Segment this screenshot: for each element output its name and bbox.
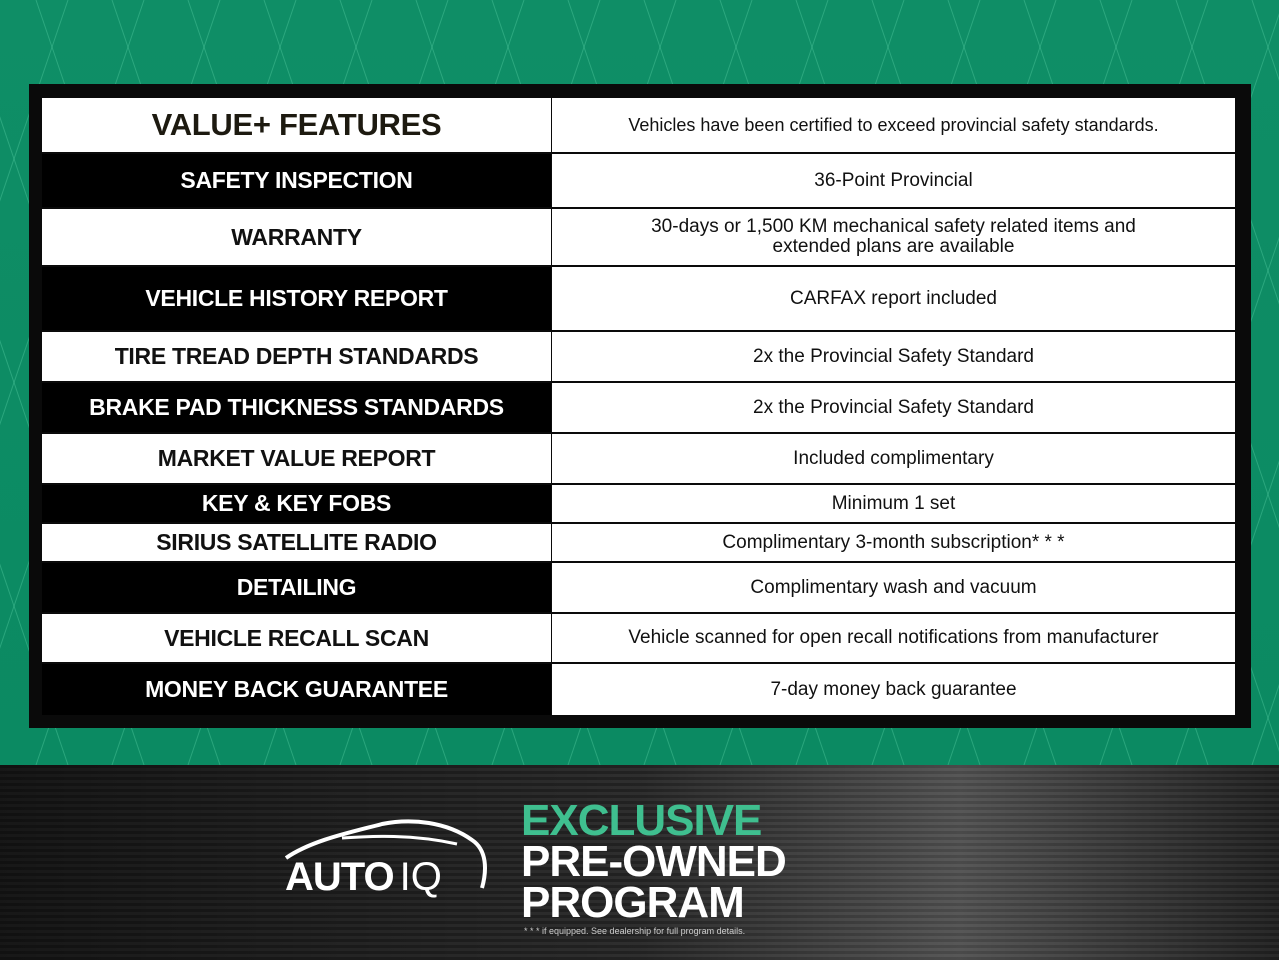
feature-name: KEY & KEY FOBS: [42, 485, 551, 522]
feature-value: Vehicle scanned for open recall notifica…: [552, 614, 1235, 662]
autoiq-logo: AUTO IQ: [285, 855, 442, 899]
table-row: SAFETY INSPECTION 36-Point Provincial: [42, 154, 1235, 207]
table-row: VEHICLE HISTORY REPORT CARFAX report inc…: [42, 267, 1235, 330]
table-row: TIRE TREAD DEPTH STANDARDS 2x the Provin…: [42, 332, 1235, 381]
tagline-exclusive: EXCLUSIVE: [521, 796, 762, 845]
table-row: DETAILING Complimentary wash and vacuum: [42, 563, 1235, 612]
feature-name: TIRE TREAD DEPTH STANDARDS: [42, 332, 551, 381]
feature-value: Complimentary 3-month subscription* * *: [552, 524, 1235, 561]
tagline-program: PROGRAM: [521, 878, 745, 927]
feature-name: MONEY BACK GUARANTEE: [42, 664, 551, 715]
tagline-pre-owned: PRE-OWNED: [521, 837, 787, 886]
table-row: KEY & KEY FOBS Minimum 1 set: [42, 485, 1235, 522]
feature-value: 2x the Provincial Safety Standard: [552, 332, 1235, 381]
table-row: WARRANTY 30-days or 1,500 KM mechanical …: [42, 209, 1235, 265]
table-title: VALUE+ FEATURES: [42, 98, 551, 152]
table-row: MONEY BACK GUARANTEE 7-day money back gu…: [42, 664, 1235, 715]
table-row: MARKET VALUE REPORT Included complimenta…: [42, 434, 1235, 483]
feature-value: 7-day money back guarantee: [552, 664, 1235, 715]
feature-name: SIRIUS SATELLITE RADIO: [42, 524, 551, 561]
car-silhouette-icon: [284, 819, 487, 889]
feature-value: CARFAX report included: [552, 267, 1235, 330]
feature-name: SAFETY INSPECTION: [42, 154, 551, 207]
footer-banner: [0, 765, 1279, 960]
feature-name: DETAILING: [42, 563, 551, 612]
feature-value: Complimentary wash and vacuum: [552, 563, 1235, 612]
feature-name: VEHICLE RECALL SCAN: [42, 614, 551, 662]
table-header-row: VALUE+ FEATURES Vehicles have been certi…: [42, 98, 1235, 152]
feature-value: 36-Point Provincial: [552, 154, 1235, 207]
feature-value: 30-days or 1,500 KM mechanical safety re…: [552, 209, 1235, 265]
fine-print: * * * if equipped. See dealership for fu…: [524, 926, 746, 936]
feature-value: Included complimentary: [552, 434, 1235, 483]
feature-name: WARRANTY: [42, 209, 551, 265]
table-row: BRAKE PAD THICKNESS STANDARDS 2x the Pro…: [42, 383, 1235, 432]
feature-value: Minimum 1 set: [552, 485, 1235, 522]
table-subtitle: Vehicles have been certified to exceed p…: [552, 98, 1235, 152]
feature-value: 2x the Provincial Safety Standard: [552, 383, 1235, 432]
logo-iq: IQ: [399, 855, 442, 899]
logo-auto: AUTO: [285, 855, 395, 899]
table-row: VEHICLE RECALL SCAN Vehicle scanned for …: [42, 614, 1235, 662]
feature-name: MARKET VALUE REPORT: [42, 434, 551, 483]
feature-name: BRAKE PAD THICKNESS STANDARDS: [42, 383, 551, 432]
feature-name: VEHICLE HISTORY REPORT: [42, 267, 551, 330]
table-row: SIRIUS SATELLITE RADIO Complimentary 3-m…: [42, 524, 1235, 561]
